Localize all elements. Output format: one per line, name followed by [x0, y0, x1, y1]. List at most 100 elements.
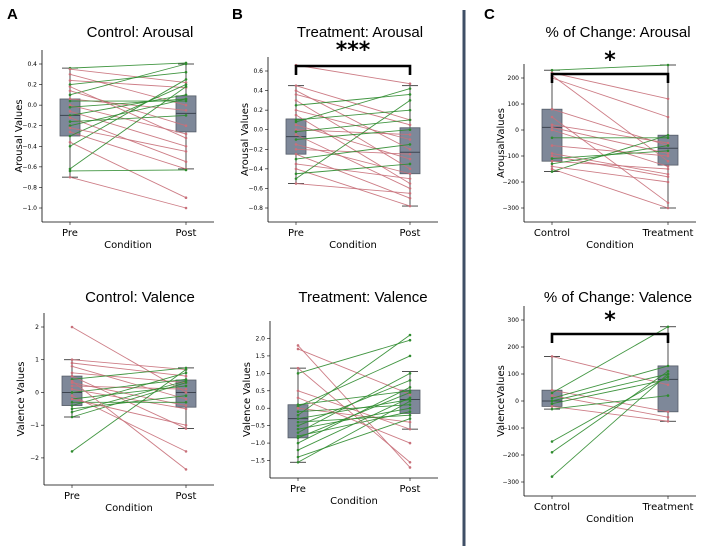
subject-point	[294, 143, 298, 146]
subject-point	[70, 400, 74, 404]
subject-point	[666, 394, 670, 397]
subject-point	[294, 172, 298, 176]
subject-point	[294, 182, 298, 185]
y-tick-label: −300	[503, 205, 520, 212]
subject-point	[70, 364, 74, 368]
y-tick-label: 0.5	[255, 388, 265, 395]
subject-point	[294, 152, 298, 156]
subject-point	[68, 72, 72, 76]
y-tick-label: 0.0	[27, 102, 37, 109]
subject-point	[294, 147, 298, 151]
subject-point	[408, 466, 412, 469]
subject-point	[68, 99, 72, 103]
subject-line	[71, 367, 187, 380]
subject-point	[296, 417, 300, 420]
subject-line	[297, 397, 411, 444]
x-tick-label: Post	[176, 228, 197, 239]
subject-line	[71, 398, 187, 426]
subject-line	[69, 71, 187, 86]
subject-point	[184, 83, 188, 86]
subject-line	[295, 143, 411, 175]
subject-point	[296, 448, 300, 452]
subject-line	[297, 390, 411, 406]
subject-line	[297, 404, 411, 413]
subject-point	[550, 405, 554, 408]
subject-line	[295, 129, 411, 140]
subject-point	[294, 120, 298, 124]
subject-point	[408, 441, 412, 445]
y-tick-label: 200	[508, 344, 520, 351]
subject-point	[294, 167, 298, 171]
subject-line	[297, 355, 411, 407]
subject-point	[408, 338, 412, 342]
subject-point	[184, 206, 188, 210]
subject-point	[296, 366, 300, 370]
subject-line	[297, 348, 411, 395]
subject-point	[68, 175, 72, 179]
x-axis-label: Condition	[586, 240, 634, 251]
y-tick-label: 0.0	[255, 405, 265, 412]
subject-line	[295, 99, 411, 180]
subject-point	[550, 136, 554, 140]
subject-point	[70, 415, 74, 419]
subject-point	[408, 152, 412, 156]
subject-point	[296, 460, 300, 464]
subject-point	[666, 152, 670, 155]
y-tick-label: −0.8	[22, 184, 37, 191]
subject-point	[296, 431, 300, 434]
chart-control-valence: Control: Valence −2 −1 0 1 2 Valence Values Pre…	[16, 289, 214, 514]
subject-line	[69, 114, 187, 123]
subject-point	[70, 358, 74, 362]
subject-point	[68, 85, 72, 88]
subject-point	[666, 149, 670, 153]
y-tick-label: −2	[30, 455, 39, 462]
x-tick-label: Treatment	[642, 228, 694, 239]
subject-point	[184, 371, 188, 375]
subject-line	[69, 94, 187, 116]
subject-point	[666, 172, 670, 176]
y-tick-label: 300	[508, 317, 520, 324]
subject-line	[69, 131, 187, 170]
subject-point	[184, 160, 188, 164]
subject-point	[68, 103, 72, 107]
subject-line	[551, 64, 669, 71]
subject-line	[295, 119, 411, 133]
subject-line	[551, 405, 669, 422]
y-tick-label: −0.6	[248, 185, 263, 192]
subject-point	[70, 394, 74, 398]
subject-point	[408, 413, 412, 417]
subject-point	[70, 371, 74, 375]
subject-point	[184, 468, 188, 471]
x-tick-label: Pre	[64, 491, 80, 502]
subject-point	[70, 410, 74, 414]
subject-point	[666, 144, 670, 147]
subject-line	[551, 145, 669, 165]
subject-point	[184, 427, 188, 430]
subject-point	[666, 378, 670, 381]
subject-point	[666, 175, 670, 179]
subject-point	[294, 103, 298, 107]
subject-point	[294, 177, 298, 180]
subject-point	[408, 177, 412, 180]
subject-point	[70, 379, 74, 383]
subject-point	[550, 170, 554, 173]
subject-point	[70, 404, 74, 407]
subject-point	[408, 204, 412, 208]
x-tick-label: Control	[534, 228, 570, 239]
subject-point	[408, 460, 412, 464]
y-tick-label: 2	[35, 324, 39, 331]
subject-line	[69, 104, 187, 135]
y-tick-label: −0.2	[248, 146, 263, 153]
subject-line	[69, 127, 187, 152]
subject-point	[294, 123, 298, 127]
chart-treatment-valence: Treatment: Valence −1.5 −1.0 −0.5 0.0 0.5 1.0 1…	[242, 289, 438, 507]
subject-point	[550, 451, 554, 454]
x-axis-label: Condition	[105, 503, 153, 514]
subject-point	[296, 347, 300, 351]
y-tick-label: 2.0	[255, 335, 265, 342]
subject-point	[68, 167, 72, 171]
y-tick-label: −0.6	[22, 164, 37, 171]
subject-point	[408, 196, 412, 200]
subject-point	[184, 400, 188, 404]
y-tick-label: 0.2	[253, 107, 263, 114]
